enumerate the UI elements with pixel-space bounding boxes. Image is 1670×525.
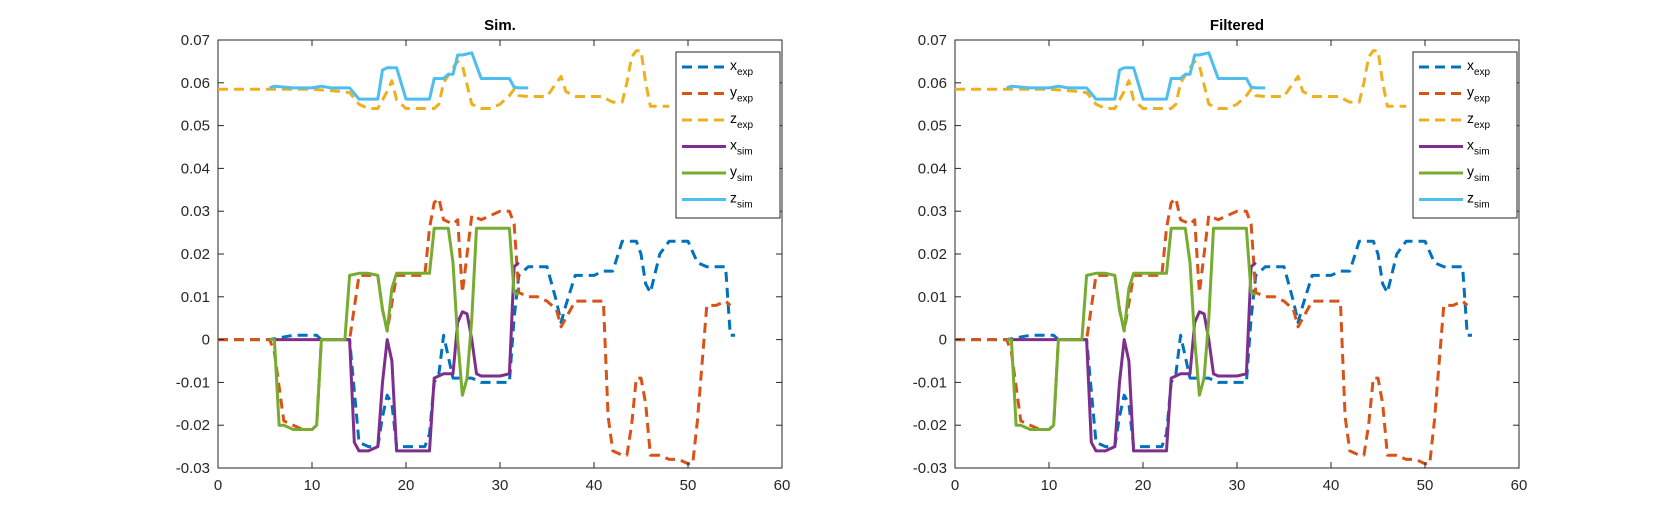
y-tick-label: 0: [202, 332, 210, 349]
y-tick-label: 0.03: [181, 203, 210, 220]
x-tick-label: 30: [492, 477, 509, 494]
chart-filtered: 0 10 20 30 40 50 60 -0.03 -0.02 -0.01 0 0.01 0.02 0.0…: [913, 17, 1528, 494]
series-line-z-exp: [218, 49, 670, 110]
y-tick-label: 0.01: [918, 289, 947, 306]
y-tick-label: -0.01: [913, 374, 947, 391]
y-tick-label: -0.01: [176, 374, 210, 391]
y-tick-label: -0.03: [176, 460, 210, 477]
legend-label-x-sim: xsim: [730, 137, 753, 158]
x-tick-label: 20: [1135, 477, 1152, 494]
series-line-y-sim: [1006, 226, 1257, 431]
y-tick-label: 0.07: [918, 32, 947, 49]
legend-label-y-sim: ysim: [1467, 163, 1490, 184]
y-tick-label: 0.05: [181, 118, 210, 135]
series-line-z-sim: [269, 51, 529, 101]
legend: xexp yexp zexp xsim ysim zsim: [1412, 51, 1518, 219]
x-tick-label: 40: [586, 477, 603, 494]
legend-label-y-exp: yexp: [1467, 84, 1491, 105]
legend-label-x-exp: xexp: [1467, 57, 1491, 78]
y-tick-label: -0.03: [913, 460, 947, 477]
chart-sim: 0 10 20 30 40 50 60 -0.03 -0.02 -0.01 0 0.01 0.02 0.0…: [176, 17, 791, 494]
y-tick-label: 0.01: [181, 289, 210, 306]
legend-label-y-sim: ysim: [730, 163, 753, 184]
y-tick-label: 0.03: [918, 203, 947, 220]
x-tick-label: 30: [1229, 477, 1246, 494]
y-tick-label: 0.05: [918, 118, 947, 135]
legend-label-z-sim: zsim: [1467, 190, 1490, 211]
series-line-x-exp: [955, 239, 1472, 449]
y-tick-label: 0.04: [181, 160, 210, 177]
series-group: [955, 49, 1472, 466]
series-line-y-sim: [269, 226, 520, 431]
y-tick-label: 0.04: [918, 160, 947, 177]
legend-label-y-exp: yexp: [730, 84, 754, 105]
series-group: [218, 49, 735, 466]
y-tick-label: -0.02: [913, 417, 947, 434]
series-line-y-exp: [218, 196, 732, 466]
x-tick-label: 50: [680, 477, 697, 494]
y-tick-label: -0.02: [176, 417, 210, 434]
x-tick-label: 0: [214, 477, 222, 494]
x-tick-label: 60: [1511, 477, 1528, 494]
legend-label-z-exp: zexp: [730, 110, 754, 131]
legend-label-z-exp: zexp: [1467, 110, 1491, 131]
y-tick-label: 0.07: [181, 32, 210, 49]
x-tick-label: 10: [304, 477, 321, 494]
legend-label-z-sim: zsim: [730, 190, 753, 211]
legend-label-x-exp: xexp: [730, 57, 754, 78]
y-tick-label: 0.02: [181, 246, 210, 263]
legend-box: [1412, 51, 1518, 219]
x-tick-label: 20: [398, 477, 415, 494]
series-line-x-exp: [218, 239, 735, 449]
x-tick-label: 50: [1417, 477, 1434, 494]
series-line-z-exp: [955, 49, 1407, 110]
legend: xexp yexp zexp xsim ysim zsim: [675, 51, 781, 219]
y-tick-label: 0.02: [918, 246, 947, 263]
y-tick-label: 0: [939, 332, 947, 349]
x-tick-label: 10: [1041, 477, 1058, 494]
x-tick-label: 60: [774, 477, 791, 494]
series-line-y-exp: [955, 196, 1469, 466]
series-line-z-sim: [1006, 51, 1266, 101]
y-tick-label: 0.06: [181, 75, 210, 92]
chart-title: Filtered: [1210, 17, 1264, 34]
y-tick-label: 0.06: [918, 75, 947, 92]
legend-box: [675, 51, 781, 219]
x-tick-label: 0: [951, 477, 959, 494]
x-tick-label: 40: [1323, 477, 1340, 494]
legend-label-x-sim: xsim: [1467, 137, 1490, 158]
chart-title: Sim.: [484, 17, 516, 34]
